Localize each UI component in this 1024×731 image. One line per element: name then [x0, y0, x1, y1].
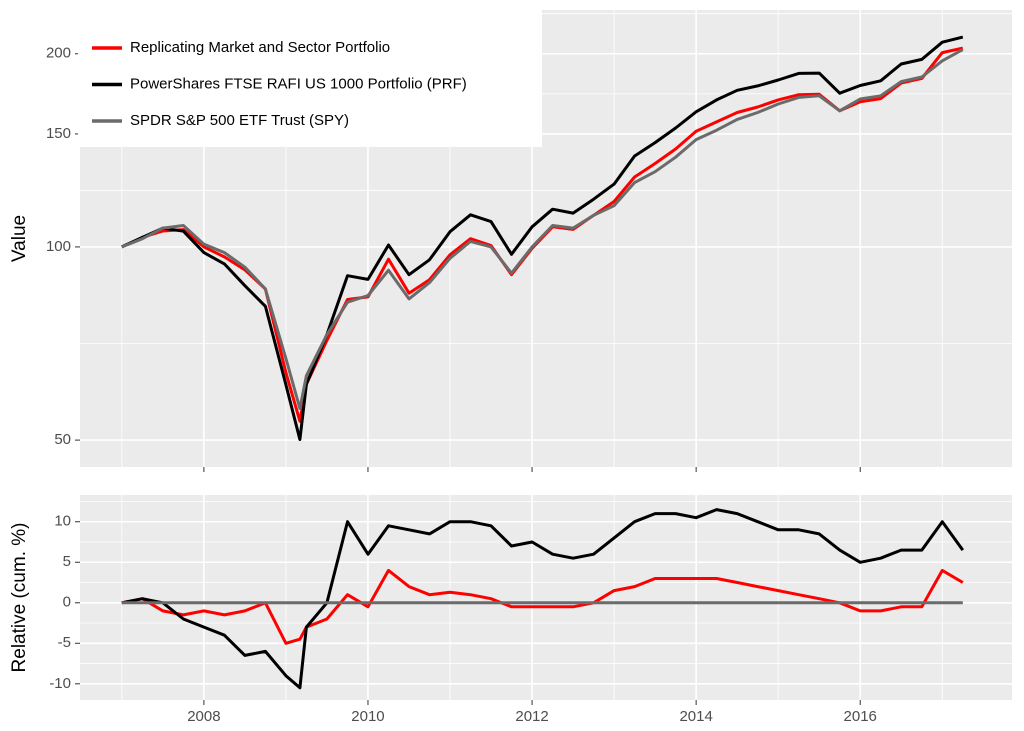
y-tick-label: 150	[46, 125, 71, 142]
x-tick-label: 2012	[515, 708, 548, 725]
y-tick-label: 50	[54, 431, 71, 448]
y-axis-title: Relative (cum. %)	[9, 523, 30, 673]
legend-box	[78, 10, 542, 147]
plot-background	[80, 495, 1012, 700]
y-tick-label: 0	[63, 594, 71, 611]
series-line	[121, 508, 965, 690]
x-tick-label: 2016	[844, 708, 877, 725]
x-tick-label: 2008	[187, 708, 220, 725]
series-line	[121, 48, 964, 410]
legend: Replicating Market and Sector Portfolio P…	[78, 10, 542, 147]
y-tick-label: -10	[49, 675, 71, 692]
y-tick-label: 10	[54, 513, 71, 530]
y-tick-label: 5	[63, 553, 71, 570]
y-tick-label: 200	[46, 45, 71, 62]
legend-label: Replicating Market and Sector Portfolio	[130, 39, 390, 56]
y-tick-label: 100	[46, 238, 71, 255]
series-line	[121, 35, 964, 441]
legend-label: SPDR S&P 500 ETF Trust (SPY)	[130, 112, 349, 129]
y-axis-title: Value	[9, 215, 30, 262]
y-tick-label: -5	[58, 634, 71, 651]
x-tick-label: 2014	[679, 708, 712, 725]
legend-label: PowerShares FTSE RAFI US 1000 Portfolio …	[130, 75, 467, 92]
x-tick-label: 2010	[351, 708, 384, 725]
